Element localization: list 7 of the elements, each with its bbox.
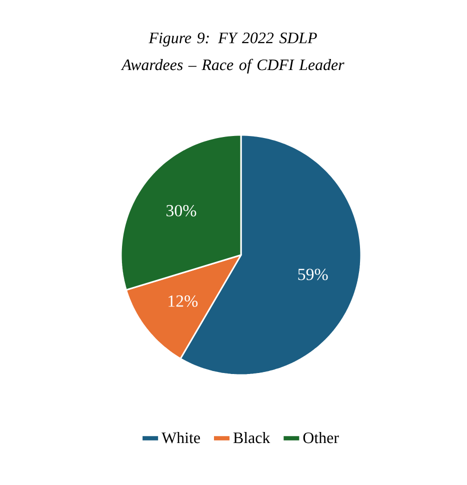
legend-label: Black	[233, 432, 270, 444]
legend-label: White	[162, 432, 200, 444]
legend-label: Other	[303, 432, 339, 444]
data-label: 59%	[298, 268, 328, 280]
data-label: 30%	[166, 204, 196, 216]
data-label: 12%	[168, 295, 198, 307]
chart-title: Figure 9: FY 2022 SDLP Awardees – Race of CDFI Leader	[120, 32, 344, 74]
